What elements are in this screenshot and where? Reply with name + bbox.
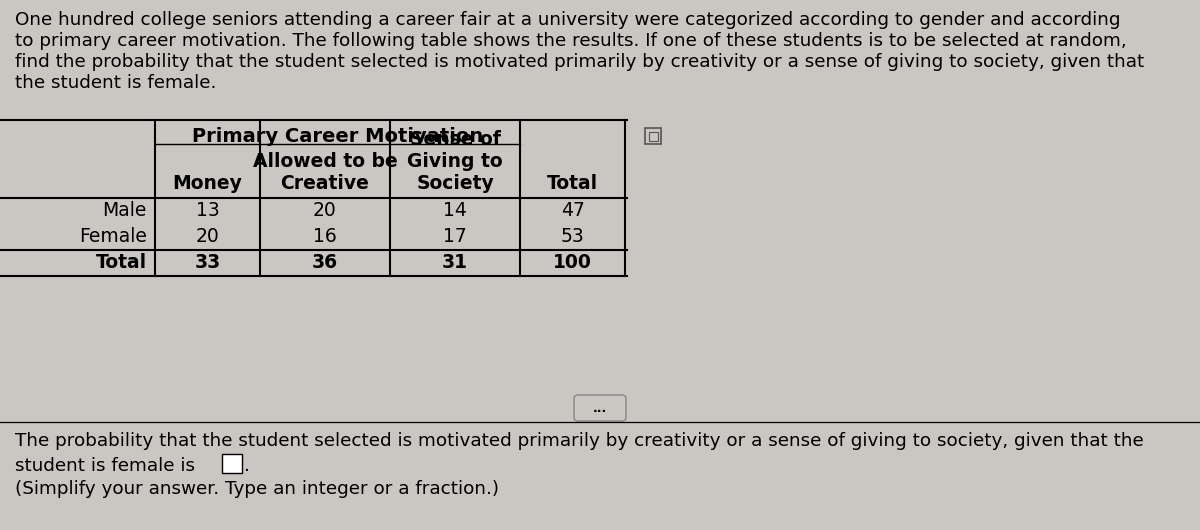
Text: to primary career motivation. The following table shows the results. If one of t: to primary career motivation. The follow… <box>14 32 1127 50</box>
Text: find the probability that the student selected is motivated primarily by creativ: find the probability that the student se… <box>14 53 1145 71</box>
FancyBboxPatch shape <box>574 395 626 421</box>
Text: 13: 13 <box>196 201 220 220</box>
FancyBboxPatch shape <box>646 128 661 144</box>
Text: One hundred college seniors attending a career fair at a university were categor: One hundred college seniors attending a … <box>14 11 1121 29</box>
Text: ...: ... <box>593 402 607 414</box>
Text: 31: 31 <box>442 253 468 272</box>
Text: student is female is: student is female is <box>14 457 194 475</box>
Text: Total: Total <box>547 174 598 193</box>
Text: Total: Total <box>96 253 148 272</box>
Text: 36: 36 <box>312 253 338 272</box>
FancyBboxPatch shape <box>222 454 242 473</box>
Text: 17: 17 <box>443 227 467 246</box>
Text: Sense of
Giving to
Society: Sense of Giving to Society <box>407 130 503 193</box>
Text: 47: 47 <box>560 201 584 220</box>
Text: 33: 33 <box>194 253 221 272</box>
Text: 20: 20 <box>196 227 220 246</box>
Text: Allowed to be
Creative: Allowed to be Creative <box>253 152 397 193</box>
Text: 53: 53 <box>560 227 584 246</box>
FancyBboxPatch shape <box>648 131 658 140</box>
Text: The probability that the student selected is motivated primarily by creativity o: The probability that the student selecte… <box>14 432 1144 450</box>
Text: (Simplify your answer. Type an integer or a fraction.): (Simplify your answer. Type an integer o… <box>14 480 499 498</box>
Text: 20: 20 <box>313 201 337 220</box>
Text: Money: Money <box>173 174 242 193</box>
Text: 14: 14 <box>443 201 467 220</box>
Text: 16: 16 <box>313 227 337 246</box>
Text: Primary Career Motivation: Primary Career Motivation <box>192 127 484 146</box>
Text: .: . <box>244 457 250 475</box>
Text: 100: 100 <box>553 253 592 272</box>
Text: Female: Female <box>79 227 148 246</box>
Text: the student is female.: the student is female. <box>14 74 216 92</box>
Text: Male: Male <box>103 201 148 220</box>
